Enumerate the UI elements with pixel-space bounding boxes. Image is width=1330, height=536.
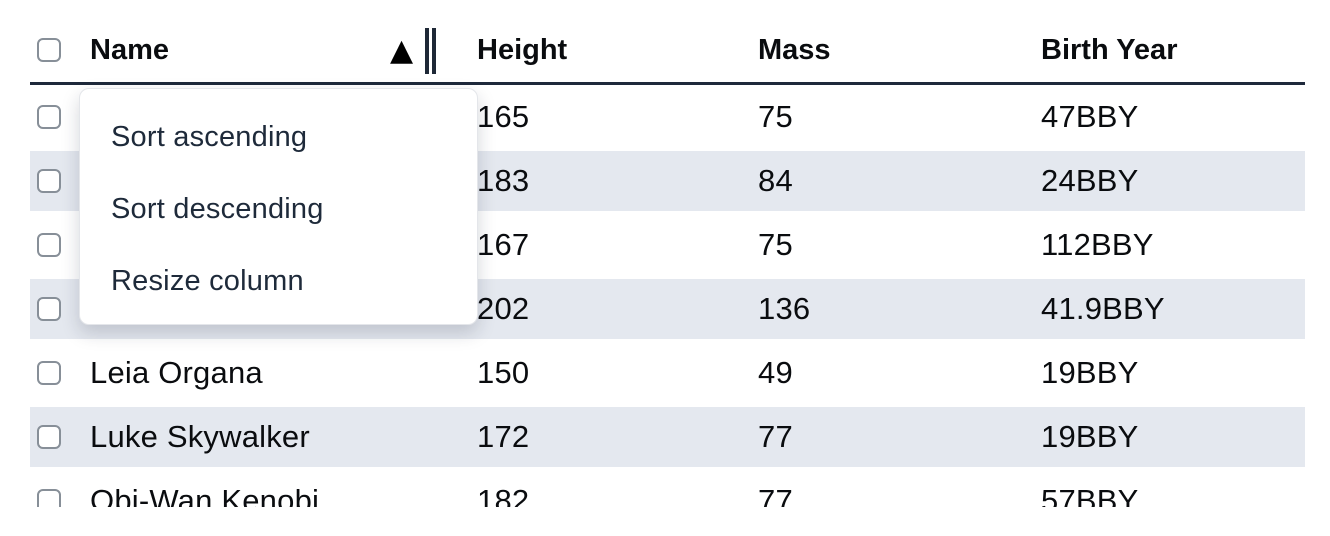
- row-checkbox[interactable]: [37, 169, 61, 193]
- cell-birth-year: 19BBY: [1041, 419, 1139, 454]
- row-checkbox[interactable]: [37, 297, 61, 321]
- cell-mass: 84: [758, 163, 793, 198]
- table-row: 167 75 112BBY: [30, 213, 1305, 277]
- table-row: Luke Skywalker 172 77 19BBY: [30, 405, 1305, 469]
- cell-height: 202: [477, 291, 530, 326]
- cell-mass: 75: [758, 99, 793, 134]
- cell-height: 183: [477, 163, 530, 198]
- cell-height: 167: [477, 227, 530, 262]
- row-checkbox[interactable]: [37, 361, 61, 385]
- column-header-height[interactable]: Height: [477, 33, 568, 66]
- select-all-checkbox[interactable]: [37, 38, 61, 62]
- menu-item-sort-descending[interactable]: Sort descending: [111, 193, 324, 225]
- cell-mass: 136: [758, 291, 811, 326]
- cell-birth-year: 41.9BBY: [1041, 291, 1165, 326]
- menu-item-resize-column[interactable]: Resize column: [111, 265, 304, 297]
- row-checkbox[interactable]: [37, 233, 61, 257]
- cell-height: 172: [477, 419, 530, 454]
- cell-mass: 75: [758, 227, 793, 262]
- table-row: 165 75 47BBY: [30, 85, 1305, 149]
- table-row: Leia Organa 150 49 19BBY: [30, 341, 1305, 405]
- row-checkbox[interactable]: [37, 489, 61, 507]
- cell-mass: 77: [758, 483, 793, 507]
- column-header-mass[interactable]: Mass: [758, 33, 831, 66]
- sort-ascending-icon: ▲: [390, 33, 414, 68]
- cell-name: Leia Organa: [90, 355, 263, 390]
- column-resize-handle-icon[interactable]: [425, 28, 436, 74]
- table-row: Obi-Wan Kenobi 182 77 57BBY: [30, 469, 1305, 507]
- cell-mass: 49: [758, 355, 793, 390]
- menu-item-sort-ascending[interactable]: Sort ascending: [111, 121, 308, 153]
- column-header-menu: Sort ascending Sort descending Resize co…: [79, 88, 478, 325]
- cell-birth-year: 57BBY: [1041, 483, 1139, 507]
- column-header-birth-year[interactable]: Birth Year: [1041, 33, 1178, 66]
- cell-birth-year: 47BBY: [1041, 99, 1139, 134]
- cell-name: Obi-Wan Kenobi: [90, 483, 320, 507]
- row-checkbox[interactable]: [37, 425, 61, 449]
- cell-birth-year: 24BBY: [1041, 163, 1139, 198]
- cell-height: 165: [477, 99, 530, 134]
- cell-mass: 77: [758, 419, 793, 454]
- column-header-name[interactable]: Name: [90, 33, 169, 66]
- cell-birth-year: 112BBY: [1041, 227, 1154, 262]
- cell-height: 150: [477, 355, 530, 390]
- header-checkbox-cell: [30, 38, 90, 62]
- cell-height: 182: [477, 483, 530, 507]
- table-header-row: Name Height Mass Birth Year ▲: [30, 0, 1305, 85]
- row-checkbox[interactable]: [37, 105, 61, 129]
- cell-name: Luke Skywalker: [90, 419, 310, 454]
- cell-birth-year: 19BBY: [1041, 355, 1139, 390]
